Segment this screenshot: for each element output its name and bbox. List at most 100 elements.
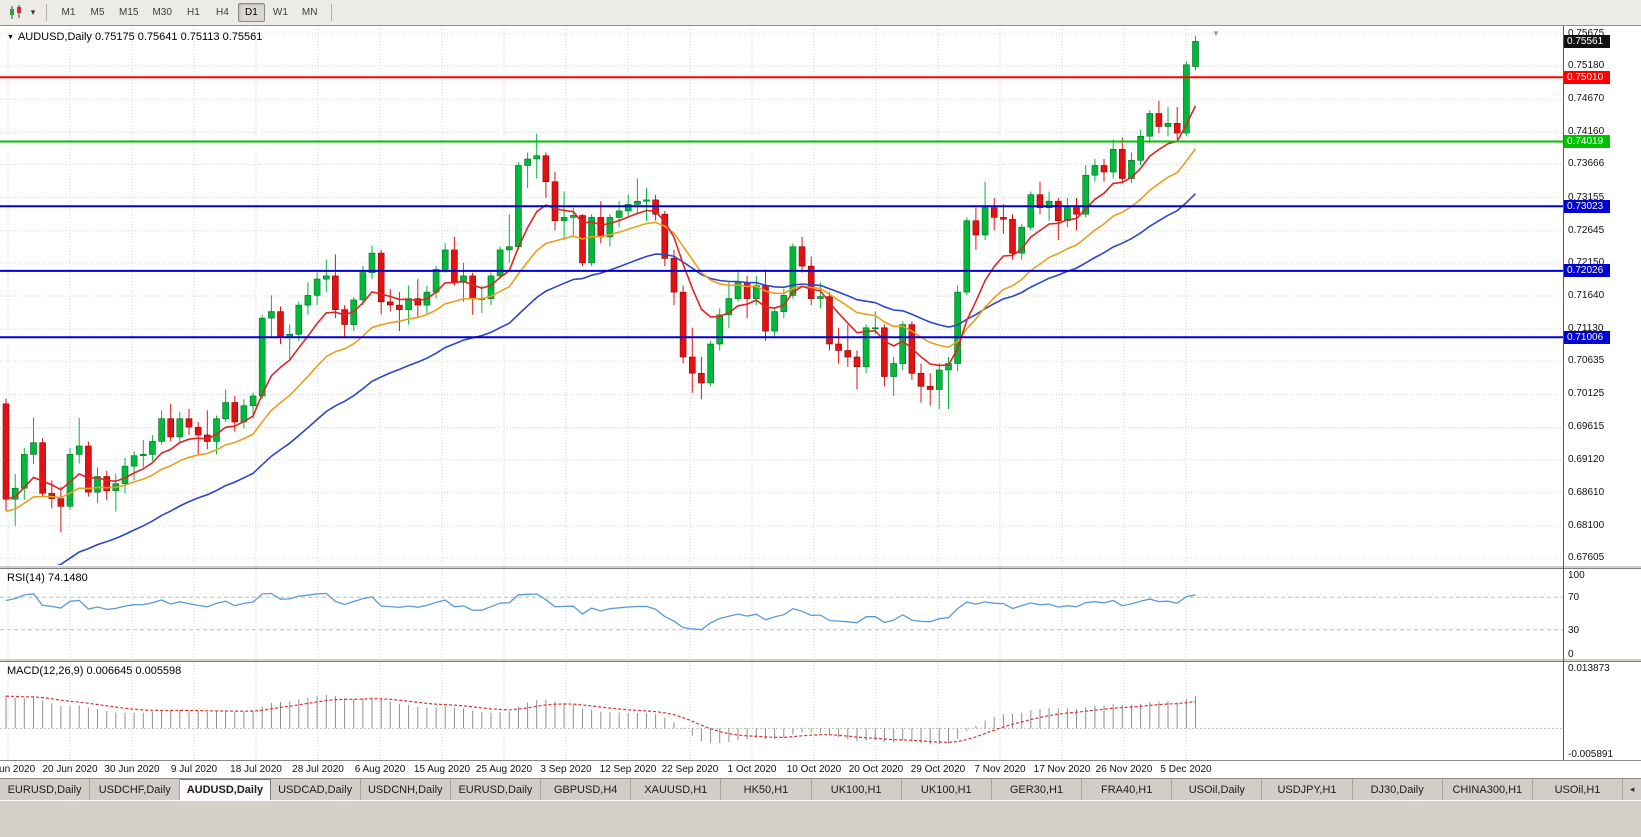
chart-tab-xauusd-h1[interactable]: XAUUSD,H1: [631, 779, 722, 800]
date-axis-label: 6 Aug 2020: [354, 764, 406, 775]
date-axis-label: 26 Nov 2020: [1095, 764, 1153, 775]
symbol-ohlc-label: AUDUSD,Daily 0.75175 0.75641 0.75113 0.7…: [17, 31, 263, 43]
tab-scroll-left-icon[interactable]: ◂: [1623, 779, 1641, 800]
panel-resize-separator[interactable]: [0, 565, 1641, 569]
timeframe-button-h1[interactable]: H1: [187, 7, 200, 18]
main-chart-canvas[interactable]: [0, 26, 1563, 565]
price-axis-label: 0.72150: [1568, 256, 1605, 268]
macd-axis-bottom-label: -0.005891: [1568, 749, 1614, 760]
date-axis-label: 25 Aug 2020: [475, 764, 533, 775]
chart-tab-usdchf-daily[interactable]: USDCHF,Daily: [90, 779, 181, 800]
timeframe-button-m15[interactable]: M15: [119, 7, 139, 18]
date-axis-label: 1 Oct 2020: [727, 764, 777, 775]
price-axis-border: [1563, 26, 1564, 760]
chart-tab-usoil-h1[interactable]: USOil,H1: [1532, 779, 1624, 800]
rsi-axis-label: 70: [1568, 592, 1580, 604]
hline-price-tag[interactable]: 0.72026: [1564, 264, 1610, 278]
macd-axis-top-label: 0.013873: [1568, 663, 1610, 674]
price-axis-label: 0.74670: [1568, 93, 1605, 105]
chart-tab-uk100-h1[interactable]: UK100,H1: [811, 779, 902, 800]
chart-tab-dj30-daily[interactable]: DJ30,Daily: [1352, 779, 1443, 800]
price-axis-label: 0.68100: [1568, 519, 1605, 531]
date-axis-label: 20 Oct 2020: [848, 764, 904, 775]
timeframe-button-w1[interactable]: W1: [272, 7, 288, 18]
hline-price-tag[interactable]: 0.73023: [1564, 199, 1610, 213]
chart-tab-usdcad-daily[interactable]: USDCAD,Daily: [270, 779, 361, 800]
timeframe-toolbar: ▾ M1 M5 M15 M30 H1 H4 D1 W1 MN: [0, 0, 1641, 26]
chart-tab-eurusd-daily[interactable]: EURUSD,Daily: [0, 779, 91, 800]
date-axis-label: 15 Aug 2020: [413, 764, 471, 775]
price-axis-label: 0.70125: [1568, 388, 1605, 400]
chart-tab-china300-h1[interactable]: CHINA300,H1: [1442, 779, 1533, 800]
rsi-indicator-label: RSI(14) 74.1480: [7, 572, 88, 584]
panel-resize-separator[interactable]: [0, 658, 1641, 662]
chart-tab-usdcnh-daily[interactable]: USDCNH,Daily: [360, 779, 451, 800]
chart-tab-fra40-h1[interactable]: FRA40,H1: [1082, 779, 1173, 800]
timeframe-button-mn[interactable]: MN: [301, 7, 318, 18]
rsi-axis-label: 0: [1568, 649, 1574, 660]
rsi-axis-label: 100: [1568, 570, 1585, 581]
price-axis-label: 0.67605: [1568, 552, 1605, 563]
timeframe-button-m5[interactable]: M5: [90, 7, 105, 18]
price-axis-label: 0.68610: [1568, 486, 1605, 498]
chart-tab-eurusd-daily[interactable]: EURUSD,Daily: [450, 779, 542, 800]
chart-type-icon[interactable]: [6, 4, 26, 22]
price-axis-label: 0.70635: [1568, 355, 1605, 367]
date-axis-label: 30 Jun 2020: [104, 764, 160, 775]
rsi-canvas[interactable]: [0, 569, 1563, 658]
date-axis-label: 29 Oct 2020: [910, 764, 966, 775]
price-axis-label: 0.75180: [1568, 60, 1605, 72]
hline-price-tag[interactable]: 0.71006: [1564, 330, 1610, 344]
price-axis-label: 0.69615: [1568, 421, 1605, 433]
toolbar-separator: [46, 4, 47, 21]
toolbar-separator: [331, 4, 333, 21]
chart-tab-ger30-h1[interactable]: GER30,H1: [991, 779, 1083, 800]
price-axis-label: 0.73155: [1568, 191, 1605, 203]
chart-tab-usdjpy-h1[interactable]: USDJPY,H1: [1262, 779, 1353, 800]
date-axis-label: 3 Sep 2020: [540, 764, 592, 775]
date-axis-label: 10 Oct 2020: [786, 764, 842, 775]
date-axis-label: 17 Nov 2020: [1033, 764, 1091, 775]
timeframe-button-m30[interactable]: M30: [152, 7, 172, 18]
date-axis-label: 22 Sep 2020: [661, 764, 719, 775]
main-chart-panel: ▼ AUDUSD,Daily 0.75175 0.75641 0.75113 0…: [0, 26, 1641, 565]
timeframe-button-m1[interactable]: M1: [61, 7, 76, 18]
date-axis-label: 11 Jun 2020: [0, 764, 36, 775]
date-axis-label: 12 Sep 2020: [599, 764, 657, 775]
symbol-ohlc-line: ▼ AUDUSD,Daily 0.75175 0.75641 0.75113 0…: [7, 31, 262, 43]
rsi-panel: RSI(14) 74.1480: [0, 569, 1641, 658]
current-price-tag: 0.75561: [1564, 34, 1610, 48]
timeframe-button-d1[interactable]: D1: [237, 3, 265, 22]
price-axis-label: 0.73666: [1568, 158, 1605, 170]
date-axis-label: 9 Jul 2020: [170, 764, 218, 775]
date-axis[interactable]: 11 Jun 2020 20 Jun 2020 30 Jun 2020 9 Jul 2…: [0, 760, 1641, 778]
price-axis-label: 0.71640: [1568, 290, 1605, 301]
chart-shift-marker-icon[interactable]: ▼: [1212, 29, 1220, 38]
chart-type-dropdown-caret[interactable]: ▾: [30, 7, 36, 17]
price-axis-label: 0.69120: [1568, 453, 1605, 465]
date-axis-label: 5 Dec 2020: [1160, 764, 1212, 775]
chart-tab-usoil-daily[interactable]: USOil,Daily: [1172, 779, 1263, 800]
chart-tab-uk100-h1[interactable]: UK100,H1: [901, 779, 992, 800]
price-axis-label: 0.75675: [1568, 28, 1605, 39]
price-axis-label: 0.72645: [1568, 224, 1605, 236]
timeframe-button-h4[interactable]: H4: [216, 7, 229, 18]
macd-indicator-label: MACD(12,26,9) 0.006645 0.005598: [7, 665, 182, 677]
date-axis-label: 18 Jul 2020: [230, 764, 282, 775]
date-axis-label: 28 Jul 2020: [292, 764, 344, 775]
symbol-dropdown-icon[interactable]: ▼: [7, 33, 14, 41]
hline-price-tag[interactable]: 0.75010: [1564, 70, 1610, 84]
bottom-strip: [0, 800, 1641, 837]
chart-tab-bar: EURUSD,Daily USDCHF,Daily AUDUSD,Daily USDC…: [0, 778, 1641, 800]
chart-tab-audusd-daily[interactable]: AUDUSD,Daily: [180, 779, 271, 800]
date-axis-label: 20 Jun 2020: [42, 764, 98, 775]
macd-panel: MACD(12,26,9) 0.006645 0.005598: [0, 662, 1641, 760]
macd-canvas[interactable]: [0, 662, 1563, 760]
timeframe-buttons-group: M1 M5 M15 M30 H1 H4 D1 W1 MN: [55, 3, 323, 22]
chart-tab-gbpusd-h4[interactable]: GBPUSD,H4: [541, 779, 632, 800]
chart-tab-hk50-h1[interactable]: HK50,H1: [721, 779, 812, 800]
rsi-axis-label: 30: [1568, 624, 1580, 636]
price-axis-label: 0.71130: [1568, 323, 1604, 335]
hline-price-tag[interactable]: 0.74019: [1564, 135, 1610, 149]
